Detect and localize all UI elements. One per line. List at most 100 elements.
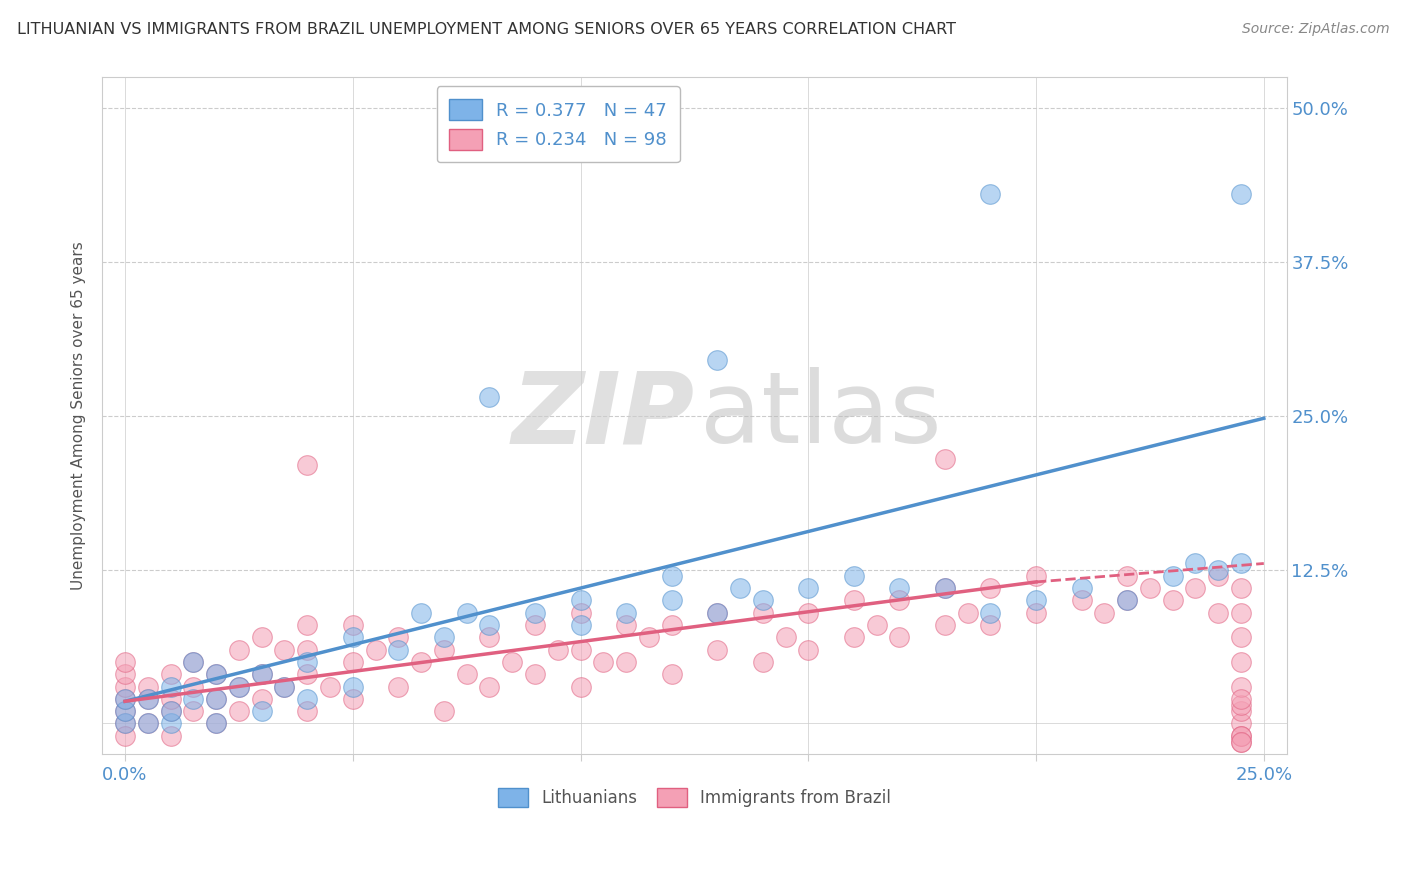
Point [775, 630, 797, 644]
Point [547, 642, 569, 657]
Point [797, 642, 820, 657]
Point [295, 691, 318, 706]
Point [1025, 593, 1047, 607]
Point [706, 606, 728, 620]
Point [250, 630, 273, 644]
Point [728, 581, 751, 595]
Point [842, 630, 865, 644]
Point [295, 642, 318, 657]
Point [934, 618, 956, 632]
Point [889, 593, 911, 607]
Point [1230, 187, 1253, 202]
Point [478, 390, 501, 404]
Point [114, 691, 136, 706]
Point [1206, 563, 1229, 577]
Point [181, 680, 204, 694]
Point [159, 704, 181, 718]
Point [865, 618, 887, 632]
Point [228, 680, 250, 694]
Point [250, 667, 273, 681]
Point [1230, 698, 1253, 712]
Point [1230, 680, 1253, 694]
Point [387, 630, 409, 644]
Point [706, 353, 728, 368]
Point [614, 655, 637, 669]
Point [295, 667, 318, 681]
Point [273, 680, 295, 694]
Text: atlas: atlas [700, 368, 942, 465]
Point [1116, 569, 1139, 583]
Point [114, 655, 136, 669]
Point [295, 655, 318, 669]
Point [273, 642, 295, 657]
Point [934, 581, 956, 595]
Point [706, 606, 728, 620]
Point [751, 593, 773, 607]
Point [114, 704, 136, 718]
Point [661, 593, 683, 607]
Point [114, 729, 136, 743]
Point [1230, 729, 1253, 743]
Point [250, 691, 273, 706]
Point [1230, 729, 1253, 743]
Point [319, 680, 342, 694]
Point [409, 606, 432, 620]
Point [1070, 581, 1092, 595]
Point [661, 667, 683, 681]
Point [523, 606, 546, 620]
Point [478, 680, 501, 694]
Point [273, 680, 295, 694]
Point [1025, 569, 1047, 583]
Point [228, 704, 250, 718]
Point [569, 593, 592, 607]
Point [979, 618, 1001, 632]
Point [523, 667, 546, 681]
Point [592, 655, 614, 669]
Point [842, 593, 865, 607]
Point [342, 691, 364, 706]
Point [1230, 655, 1253, 669]
Point [433, 642, 456, 657]
Point [569, 618, 592, 632]
Point [661, 569, 683, 583]
Point [614, 606, 637, 620]
Point [409, 655, 432, 669]
Point [181, 655, 204, 669]
Point [934, 451, 956, 466]
Point [205, 691, 228, 706]
Point [228, 642, 250, 657]
Point [181, 704, 204, 718]
Point [159, 680, 181, 694]
Text: Source: ZipAtlas.com: Source: ZipAtlas.com [1241, 22, 1389, 37]
Point [342, 618, 364, 632]
Point [1116, 593, 1139, 607]
Point [387, 680, 409, 694]
Point [205, 716, 228, 731]
Point [456, 667, 478, 681]
Point [114, 680, 136, 694]
Point [181, 655, 204, 669]
Point [250, 704, 273, 718]
Point [136, 716, 159, 731]
Point [751, 606, 773, 620]
Point [159, 667, 181, 681]
Point [295, 704, 318, 718]
Point [159, 691, 181, 706]
Point [1184, 581, 1206, 595]
Point [114, 716, 136, 731]
Point [1206, 606, 1229, 620]
Point [205, 716, 228, 731]
Text: ZIP: ZIP [512, 368, 695, 465]
Point [569, 680, 592, 694]
Legend: Lithuanians, Immigrants from Brazil: Lithuanians, Immigrants from Brazil [491, 781, 898, 814]
Point [342, 655, 364, 669]
Point [205, 691, 228, 706]
Point [1230, 581, 1253, 595]
Point [1139, 581, 1161, 595]
Point [889, 630, 911, 644]
Point [1161, 593, 1184, 607]
Point [934, 581, 956, 595]
Point [295, 458, 318, 472]
Point [614, 618, 637, 632]
Point [501, 655, 523, 669]
